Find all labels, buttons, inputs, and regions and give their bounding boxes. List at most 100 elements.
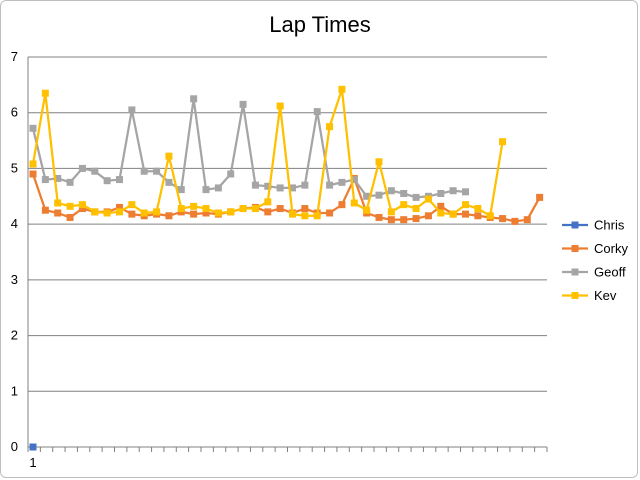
series-kev-point [313, 212, 321, 220]
series-kev-point [78, 201, 86, 209]
series-kev-point [177, 205, 185, 213]
series-geoff-point [41, 176, 49, 184]
series-geoff-point [214, 184, 222, 192]
y-tick-label: 0 [11, 439, 18, 454]
series-corky-point [511, 217, 519, 225]
y-tick-label: 2 [11, 328, 18, 343]
series-corky-point [400, 216, 408, 224]
series-corky-point [523, 216, 531, 224]
series-corky-point [387, 216, 395, 224]
chart-title: Lap Times [269, 12, 371, 37]
series-kev [29, 85, 507, 220]
legend-geoff-marker [571, 268, 579, 276]
series-kev-point [214, 209, 222, 217]
series-kev-point [326, 123, 334, 131]
series-kev-point [251, 205, 259, 213]
series-geoff-point [29, 124, 37, 132]
series-corky-point [116, 203, 123, 211]
series-corky-point [499, 215, 507, 223]
series-geoff-point [239, 100, 247, 108]
series-kev-point [54, 199, 62, 207]
series-geoff-point [190, 95, 198, 103]
series-corky-point [437, 202, 445, 210]
series-geoff-point [202, 186, 210, 194]
gridlines [28, 56, 547, 392]
series-corky-point [276, 205, 284, 213]
series-corky-point [165, 212, 173, 220]
series-kev-point [363, 206, 371, 214]
series-geoff-point [449, 187, 457, 195]
series-kev-point [29, 160, 37, 168]
series-chris [29, 443, 37, 451]
series-corky-point [412, 215, 420, 223]
legend-corky-marker [571, 245, 579, 252]
series-kev-point [289, 210, 296, 218]
series-geoff-point [103, 177, 111, 185]
series-corky-point [41, 206, 49, 214]
series-kev-point [116, 208, 123, 216]
series-geoff-point [375, 191, 383, 199]
series-kev-line [31, 88, 504, 217]
series-geoff-point [301, 181, 309, 189]
series-corky-point [462, 210, 469, 218]
series-geoff-point [363, 192, 371, 200]
series-geoff-point [462, 188, 469, 196]
series-kev-point [412, 205, 420, 213]
series-corky-point [424, 212, 432, 220]
series-corky-point [375, 213, 383, 221]
legend-corky-label: Corky [594, 241, 628, 256]
series-kev-point [350, 199, 358, 207]
series-geoff-point [116, 176, 123, 184]
series-corky-point [264, 208, 272, 216]
series-geoff-point [227, 170, 235, 178]
series-kev-point [486, 212, 494, 220]
series-geoff-point [251, 181, 259, 189]
series-geoff-point [66, 178, 74, 186]
series-kev-point [103, 209, 111, 217]
series-kev-point [499, 138, 507, 146]
series-lines [29, 85, 544, 451]
series-corky-point [128, 210, 136, 218]
series-kev-point [153, 208, 161, 216]
series-geoff-point [264, 182, 272, 190]
legend-geoff-label: Geoff [594, 265, 626, 280]
series-corky-point [338, 201, 346, 209]
series-kev-point [449, 210, 457, 218]
series-kev-point [400, 201, 408, 209]
series-kev-point [474, 205, 482, 213]
series-geoff-point [177, 186, 185, 194]
series-kev-point [276, 102, 284, 110]
series-geoff-point [326, 181, 334, 189]
series-corky-point [536, 193, 544, 201]
y-tick-label: 6 [11, 105, 18, 120]
series-geoff-point [338, 178, 346, 186]
series-geoff-point [350, 176, 358, 184]
series-kev-point [387, 208, 395, 216]
series-chris-point [29, 443, 37, 451]
y-tick-label: 5 [11, 160, 18, 175]
series-kev-point [91, 208, 99, 216]
series-geoff-point [289, 184, 296, 192]
series-kev-point [140, 209, 148, 217]
x-tick-label: 1 [29, 455, 36, 470]
series-geoff-point [54, 174, 62, 182]
y-tick-label: 1 [11, 383, 18, 398]
series-kev-point [66, 202, 74, 210]
series-geoff-point [276, 184, 284, 192]
series-kev-point [424, 195, 432, 203]
series-kev-point [41, 89, 49, 97]
series-corky-point [66, 213, 74, 221]
series-geoff-point [412, 193, 420, 201]
series-corky-point [202, 209, 210, 217]
y-tick-label: 3 [11, 272, 18, 287]
series-kev-point [375, 158, 383, 166]
series-geoff-point [128, 106, 136, 114]
series-corky-point [474, 212, 482, 220]
legend-chris-label: Chris [594, 218, 625, 233]
series-geoff-point [387, 187, 395, 195]
legend-chris-marker [571, 221, 579, 229]
series-corky-point [29, 170, 37, 178]
series-geoff-point [153, 167, 161, 175]
